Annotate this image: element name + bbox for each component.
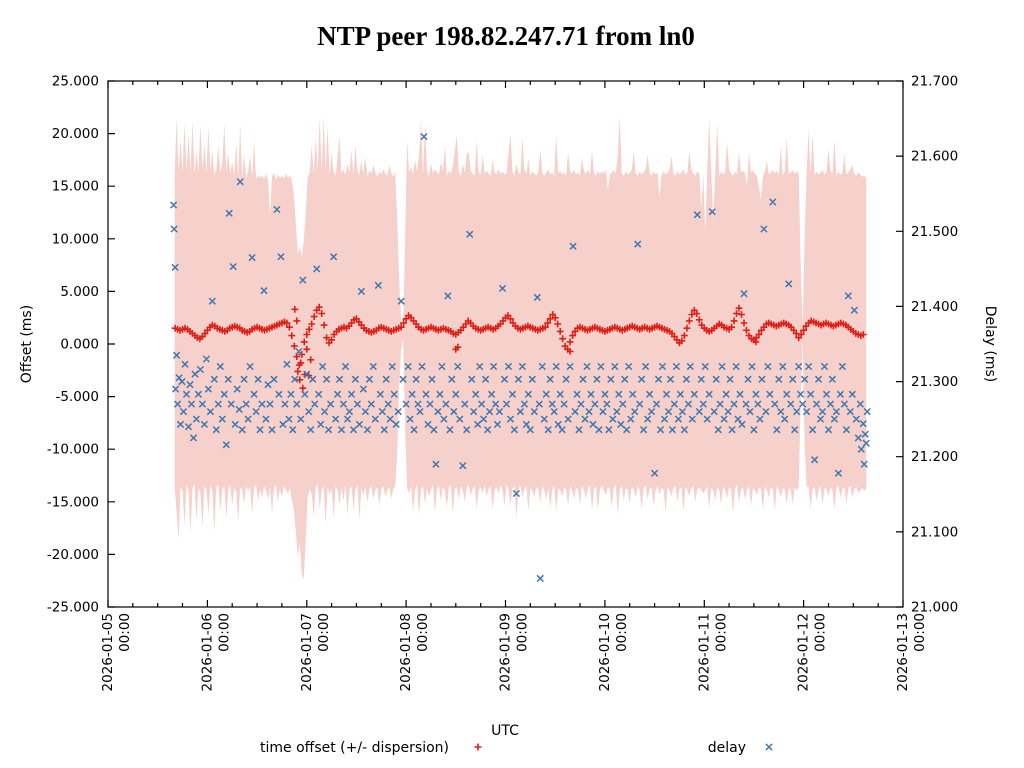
y-left-axis-label: Offset (ms) bbox=[19, 305, 35, 383]
tick-labels: -25.000 -20.000 -15.000 -10.000 -5.000 0.000 5… bbox=[47, 74, 958, 692]
y-left-tick-label: -20.000 bbox=[47, 547, 99, 563]
y-left-tick-label: 5.000 bbox=[60, 284, 99, 300]
legend: time offset (+/- dispersion) delay bbox=[260, 740, 773, 756]
y-left-tick-label: 10.000 bbox=[52, 231, 99, 247]
x-tick-label: 2026-01-1300:00 bbox=[895, 613, 928, 691]
legend-delay-cross-icon bbox=[765, 743, 773, 751]
y-right-tick-label: 21.100 bbox=[911, 524, 958, 540]
y-right-tick-label: 21.200 bbox=[911, 449, 958, 465]
x-tick-label: 2026-01-0800:00 bbox=[398, 613, 431, 691]
dispersion-band-area bbox=[174, 115, 867, 579]
y-left-tick-label: -10.000 bbox=[47, 442, 99, 458]
y-left-tick-label: -15.000 bbox=[47, 494, 99, 510]
y-left-tick-label: -25.000 bbox=[47, 600, 99, 616]
y-right-tick-label: 21.700 bbox=[911, 74, 958, 90]
delay-series bbox=[169, 132, 871, 583]
chart-title: NTP peer 198.82.247.71 from ln0 bbox=[317, 21, 695, 51]
y-right-tick-label: 21.500 bbox=[911, 224, 958, 240]
y-right-tick-label: 21.300 bbox=[911, 374, 958, 390]
x-tick-label: 2026-01-0700:00 bbox=[299, 613, 332, 691]
legend-offset-label: time offset (+/- dispersion) bbox=[260, 740, 449, 756]
legend-offset-plus-icon bbox=[474, 743, 482, 751]
y-right-tick-label: 21.600 bbox=[911, 149, 958, 165]
y-left-tick-label: -5.000 bbox=[55, 389, 99, 405]
x-tick-label: 2026-01-1100:00 bbox=[696, 613, 729, 691]
y-left-tick-label: 0.000 bbox=[60, 337, 99, 353]
y-right-axis-label: Delay (ms) bbox=[982, 306, 998, 382]
delay-cross-markers bbox=[169, 132, 871, 583]
offset-series bbox=[171, 303, 867, 392]
offset-plus-markers bbox=[171, 303, 867, 392]
x-tick-label: 2026-01-0600:00 bbox=[199, 613, 232, 691]
y-right-tick-label: 21.400 bbox=[911, 299, 958, 315]
y-left-tick-label: 25.000 bbox=[52, 74, 99, 90]
y-left-tick-label: 20.000 bbox=[52, 126, 99, 142]
x-tick-label: 2026-01-1000:00 bbox=[597, 613, 630, 691]
y-left-tick-label: 15.000 bbox=[52, 179, 99, 195]
x-tick-label: 2026-01-0900:00 bbox=[498, 613, 531, 691]
dispersion-band bbox=[174, 115, 867, 579]
x-tick-label: 2026-01-1200:00 bbox=[796, 613, 829, 691]
x-tick-label: 2026-01-0500:00 bbox=[100, 613, 133, 691]
y-right-tick-label: 21.000 bbox=[911, 600, 958, 616]
x-axis-label: UTC bbox=[491, 723, 519, 739]
plot-frame bbox=[107, 80, 904, 608]
legend-delay-label: delay bbox=[708, 740, 746, 756]
